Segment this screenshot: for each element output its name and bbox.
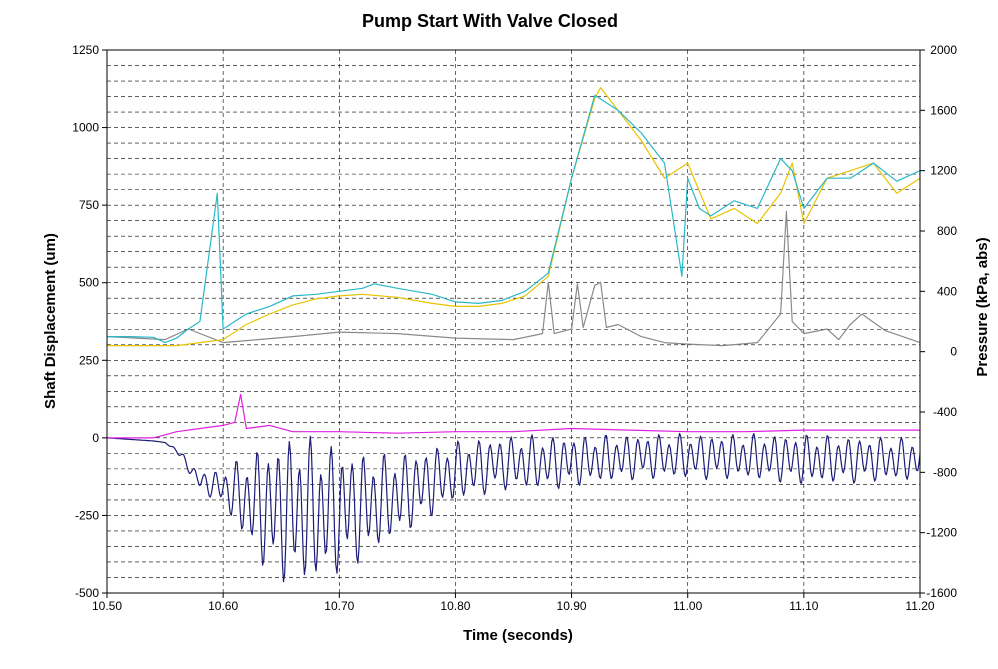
right-tick-label: 2000	[930, 43, 957, 57]
plot-border	[106, 49, 921, 594]
left-tick-label: 0	[92, 431, 99, 445]
right-tick-label: 1200	[930, 164, 957, 178]
series-line-cyan	[107, 94, 921, 344]
right-tick-label: 800	[937, 224, 957, 238]
right-tick-label: 1600	[930, 103, 957, 117]
minor-gridlines	[107, 49, 920, 594]
x-tick-label: 10.50	[92, 599, 122, 613]
right-tick-label: -1200	[926, 526, 957, 540]
right-axis-title: Pressure (kPa, abs)	[974, 237, 991, 376]
x-axis-title: Time (seconds)	[463, 627, 573, 644]
x-tick-label: 10.70	[324, 599, 354, 613]
series-layer	[106, 87, 921, 583]
left-tick-label: 1000	[72, 121, 99, 135]
left-tick-label: 250	[79, 353, 99, 367]
right-tick-label: -800	[933, 465, 957, 479]
x-tick-label: 10.90	[557, 599, 587, 613]
x-axis-ticks: 10.50 10.60 10.70 10.80 10.90 11.00 11.10 11.20	[92, 593, 935, 613]
series-line-navy	[107, 432, 921, 583]
left-tick-label: 1250	[72, 43, 99, 57]
left-axis-ticks: 1250 1000 750 500 250 0 -250 -500	[72, 43, 107, 600]
right-tick-label: -400	[933, 405, 957, 419]
plot-area	[107, 50, 920, 593]
left-tick-label: 500	[79, 276, 99, 290]
chart-title: Pump Start With Valve Closed	[362, 11, 618, 31]
x-tick-label: 11.10	[789, 599, 818, 613]
x-tick-label: 11.20	[905, 599, 934, 613]
left-tick-label: 750	[79, 198, 99, 212]
right-tick-label: 0	[950, 345, 957, 359]
left-tick-label: -250	[75, 508, 99, 522]
left-tick-label: -500	[75, 586, 99, 600]
right-tick-label: 400	[937, 284, 957, 298]
series-line-gray	[106, 210, 921, 347]
right-tick-label: -1600	[926, 586, 957, 600]
x-tick-label: 11.00	[673, 599, 702, 613]
x-tick-label: 10.80	[440, 599, 470, 613]
right-axis-ticks: 2000 1600 1200 800 400 0 -400 -800 -1200 -1600	[920, 43, 957, 600]
left-axis-title: Shaft Displacement (um)	[42, 233, 59, 409]
series-line-magenta	[107, 393, 920, 439]
x-tick-label: 10.60	[208, 599, 238, 613]
